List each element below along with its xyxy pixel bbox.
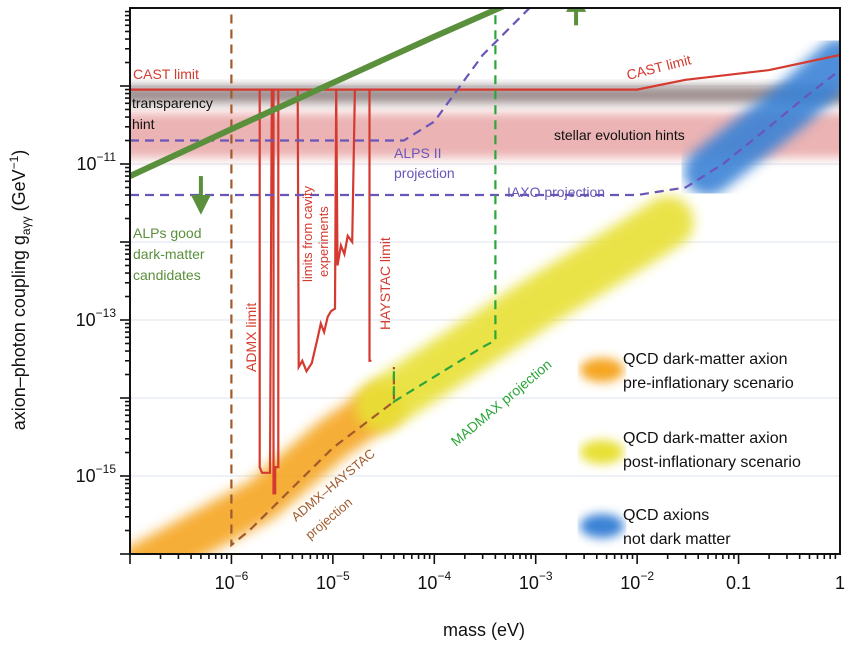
alps-dm-line (130, 8, 507, 179)
haystac-limit-line (368, 89, 372, 362)
transparency-label-2: hint (132, 116, 155, 132)
cast-label-left: CAST limit (133, 66, 199, 82)
axes: 10−6 10−5 10−4 10−3 10−2 0.1 1 10−11 10−13 10−15 (76, 7, 845, 593)
legend-swatch-post (580, 440, 624, 464)
legend-pre-1: QCD dark-matter axion (623, 351, 788, 368)
legend-swatch-pre (580, 358, 624, 382)
stellar-label: stellar evolution hints (554, 127, 685, 143)
legend-notdm-1: QCD axions (623, 507, 709, 524)
qcd-band-layers (130, 38, 840, 554)
alps-dm-label-1: ALPs good (133, 225, 202, 241)
alps2-projection-line (130, 8, 532, 142)
qcd-notdm-band (684, 38, 840, 196)
limit-layers (130, 53, 840, 495)
y-tick-label: 10−11 (77, 150, 117, 174)
alps-dm-layer (130, 8, 587, 215)
legend-notdm-2: not dark matter (623, 531, 731, 548)
alps2-label-1: ALPS II (394, 145, 441, 161)
y-tick-label: 10−15 (76, 462, 117, 486)
x-tick-label: 10−6 (215, 569, 249, 593)
cast-limit-line (130, 53, 840, 91)
admx-haystac-projection-line (230, 8, 395, 548)
y-axis-label: axion–photon coupling gaγγ (GeV−1) (7, 150, 33, 431)
y-tick-label: 10−13 (76, 306, 117, 330)
legend-pre-2: pre-inflationary scenario (623, 375, 794, 392)
iaxo-projection-line (130, 69, 840, 197)
x-tick-label: 10−2 (620, 569, 654, 593)
admx-limit-label: ADMX limit (243, 303, 259, 372)
alps2-label-2: projection (394, 165, 455, 181)
haystac-limit-label: HAYSTAC limit (377, 237, 393, 330)
cavity-limit-line (296, 89, 356, 374)
alps-dm-label-3: candidates (133, 267, 201, 283)
madmax-projection-line (392, 8, 497, 404)
x-axis-label: mass (eV) (443, 620, 525, 640)
cavity-label-1: limits from cavity (300, 185, 315, 282)
x-tick-label: 0.1 (726, 573, 751, 593)
iaxo-label: IAXO projection (507, 184, 605, 200)
transparency-label-1: transparency (132, 95, 213, 111)
projection-layers (130, 8, 840, 548)
qcd-pre-band (130, 383, 404, 554)
x-tick-label: 10−5 (316, 569, 350, 593)
cavity-label-2: experiments (316, 206, 331, 277)
x-tick-label: 1 (835, 573, 845, 593)
x-tick-label: 10−4 (417, 569, 451, 593)
x-tick-label: 10−3 (519, 569, 553, 593)
admx-limit-line (258, 88, 286, 495)
legend-post-1: QCD dark-matter axion (623, 430, 788, 447)
plot-frame (129, 7, 841, 555)
alps-dm-label-2: dark-matter (133, 246, 205, 262)
qcd-post-band (355, 196, 694, 432)
legend-swatch-notdm (580, 514, 624, 538)
legend: QCD dark-matter axion pre-inflationary s… (580, 351, 801, 548)
legend-post-2: post-inflationary scenario (623, 454, 801, 471)
